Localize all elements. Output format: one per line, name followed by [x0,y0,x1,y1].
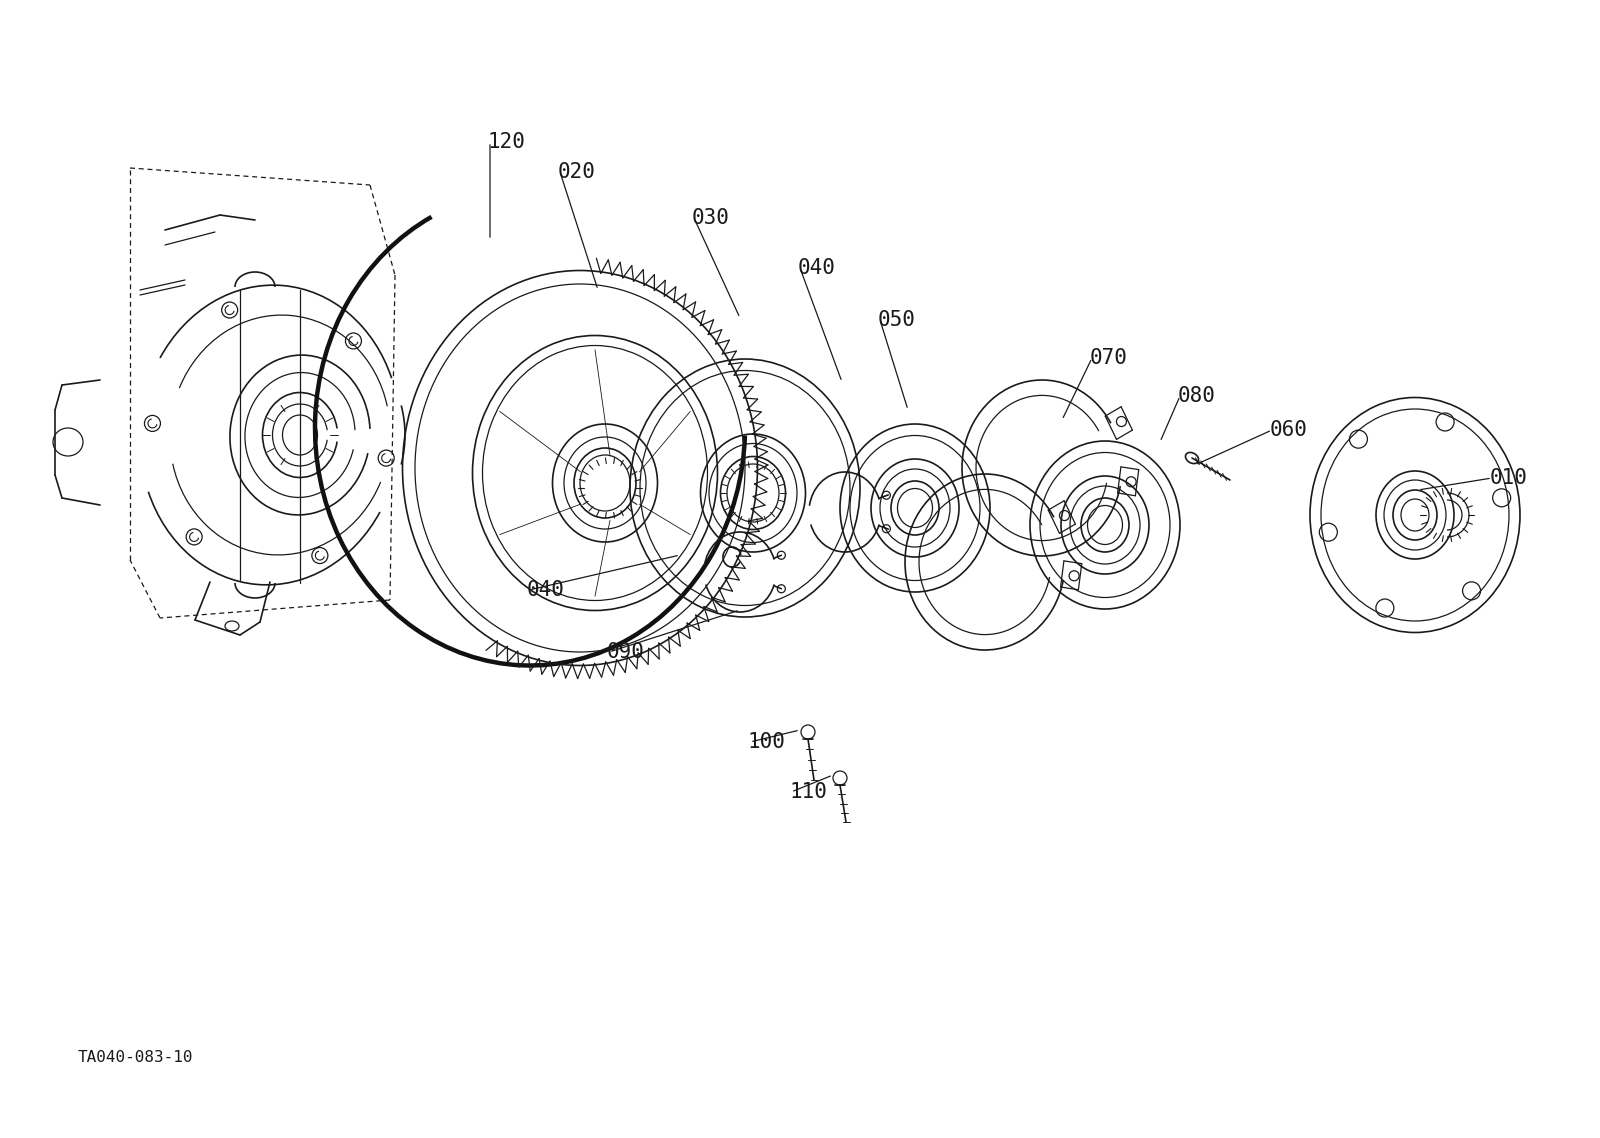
Text: 040: 040 [526,580,565,600]
Text: 020: 020 [558,162,595,182]
Text: 010: 010 [1490,468,1528,488]
Text: 030: 030 [691,208,730,228]
Text: 050: 050 [878,310,915,330]
Text: 100: 100 [749,732,786,752]
Text: 120: 120 [488,132,526,152]
Text: TA040-083-10: TA040-083-10 [78,1050,194,1065]
Text: 080: 080 [1178,386,1216,406]
Text: 040: 040 [798,258,835,278]
Text: 090: 090 [606,642,645,662]
Text: 110: 110 [789,782,827,802]
Text: 070: 070 [1090,348,1128,368]
Text: 060: 060 [1270,420,1307,440]
